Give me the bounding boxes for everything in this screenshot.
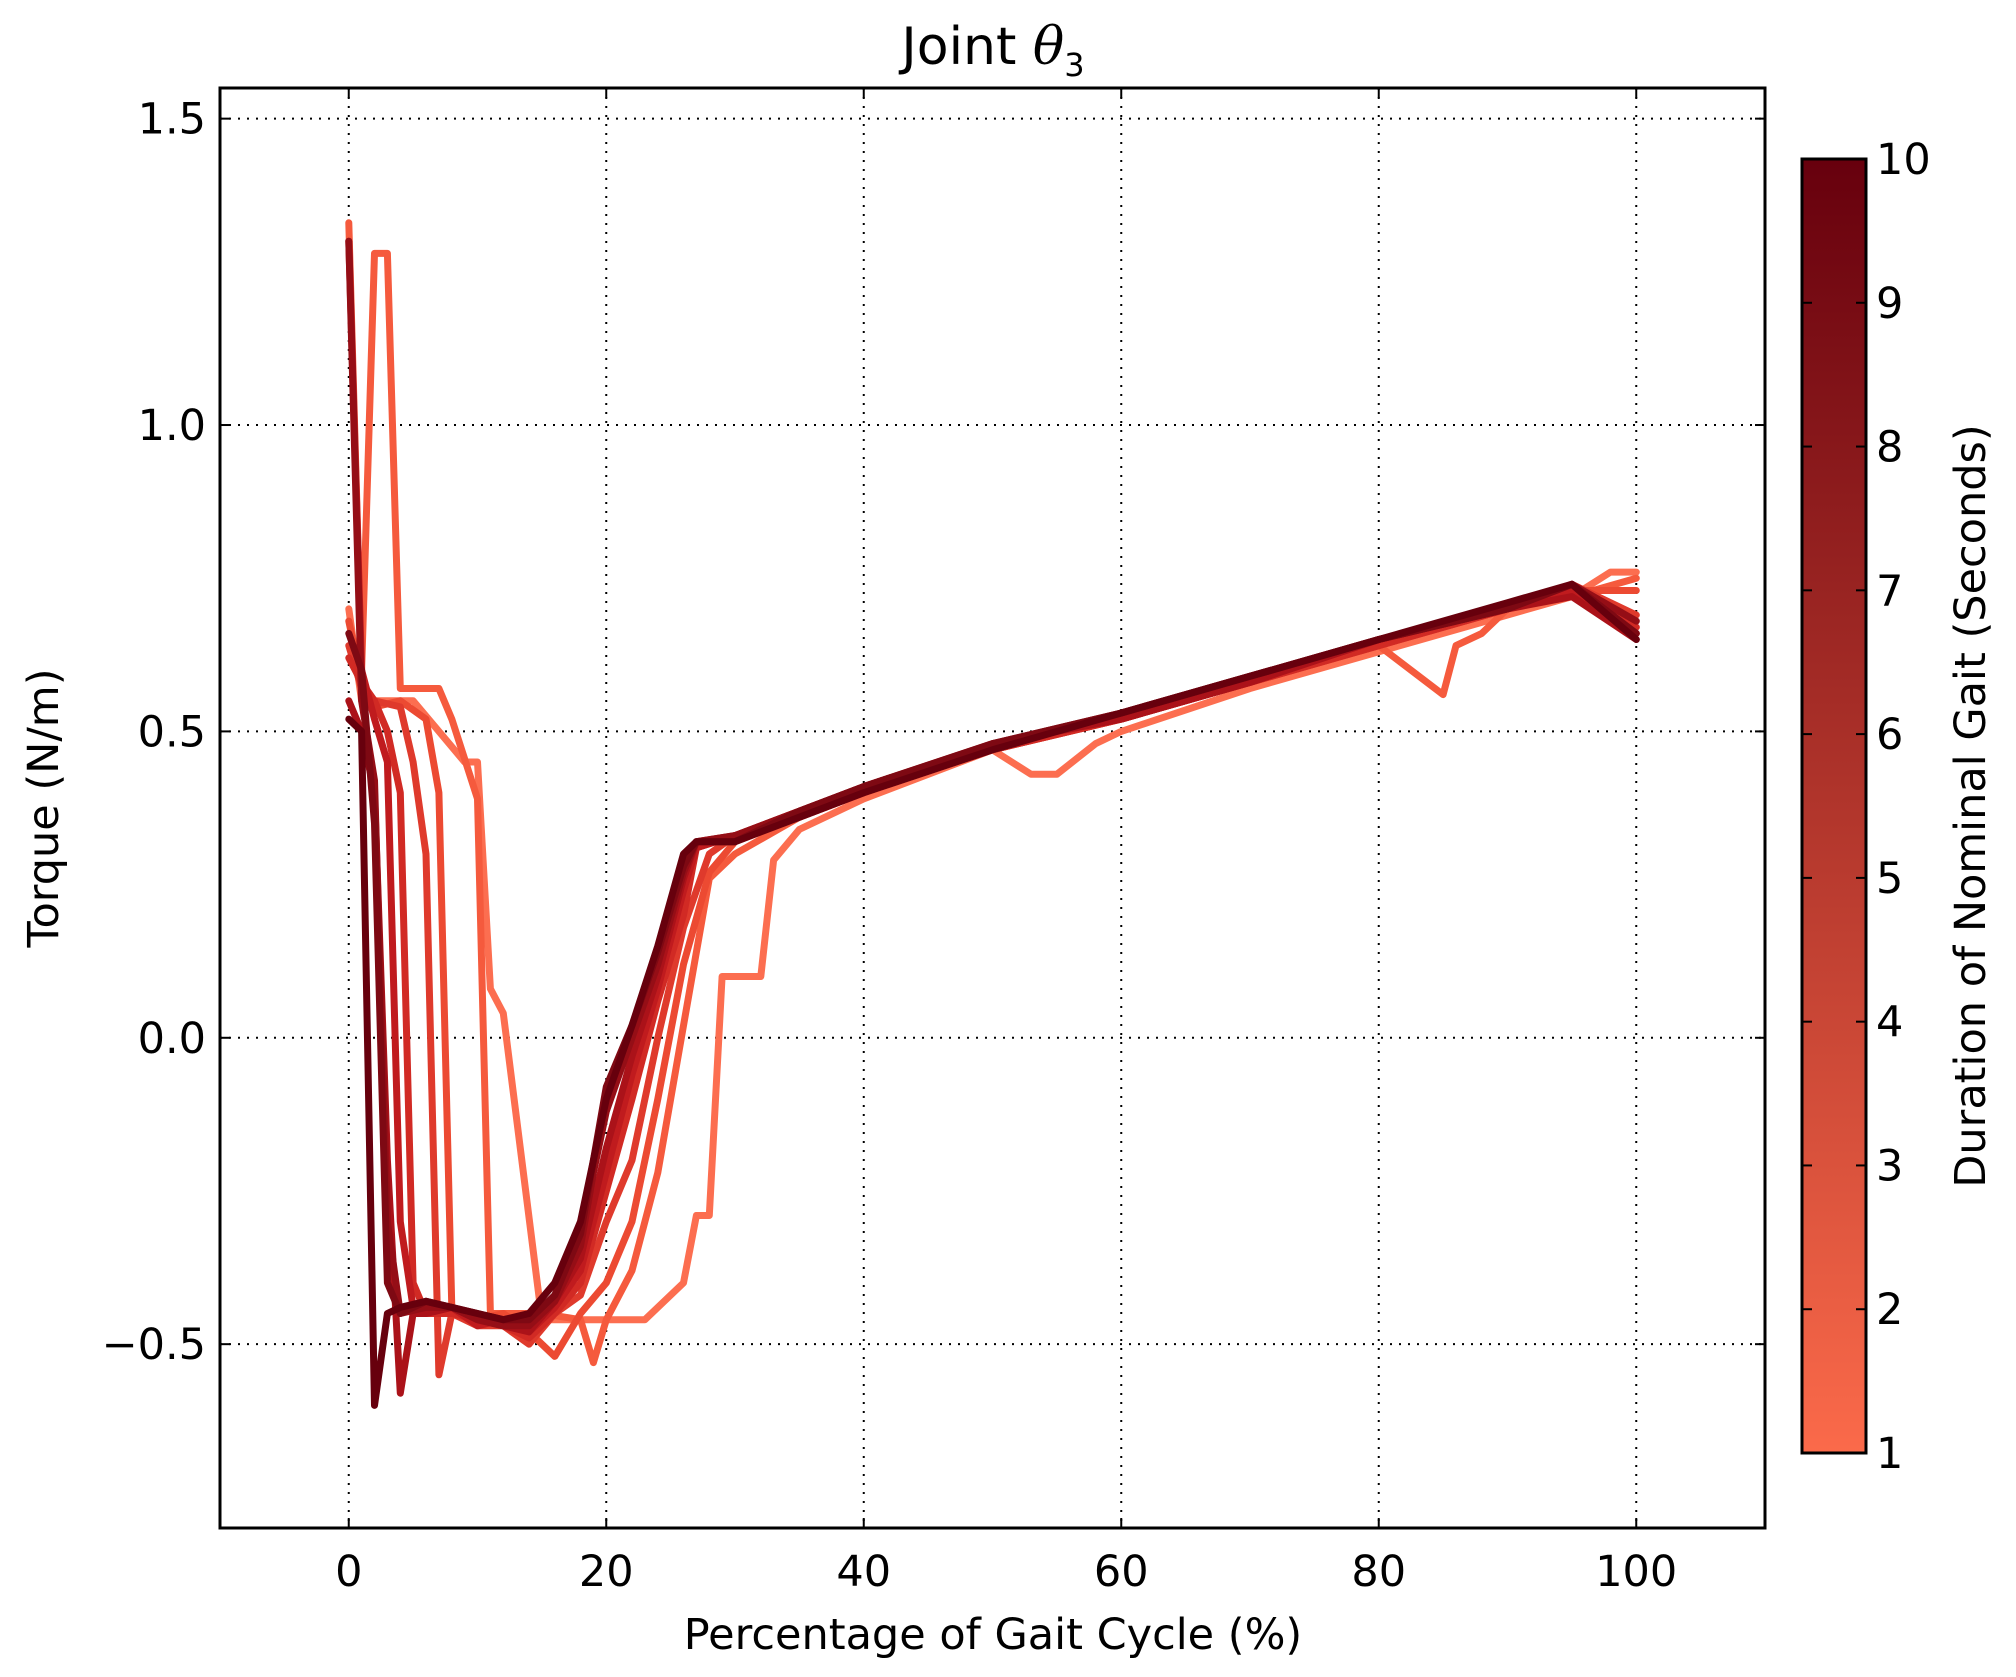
colorbar-ticks: 1 2 3 4 5 6 7 8 9 10	[1802, 135, 1931, 1479]
colorbar-tick-label: 5	[1876, 854, 1903, 904]
y-tick-label: 1.0	[138, 401, 206, 451]
x-axis-label: Percentage of Gait Cycle (%)	[684, 1610, 1302, 1660]
y-axis-ticks: 1.5 1.0 0.5 0.0 −0.5	[102, 95, 1765, 1370]
x-tick-label: 60	[1094, 1547, 1149, 1597]
x-tick-label: 80	[1351, 1547, 1406, 1597]
plot-frame	[218, 86, 1767, 1530]
y-tick-label: −0.5	[102, 1320, 206, 1370]
colorbar-tick-label: 4	[1876, 998, 1903, 1048]
y-axis-label: Torque (N/m)	[19, 669, 69, 949]
colorbar-tick-label: 2	[1876, 1285, 1903, 1335]
colorbar	[1800, 157, 1868, 1455]
grid-lines	[220, 88, 1765, 1528]
x-tick-label: 100	[1595, 1547, 1677, 1597]
colorbar-tick-label: 10	[1876, 135, 1931, 185]
series-line-8s	[345, 237, 1640, 1330]
colorbar-tick-label: 8	[1876, 423, 1903, 473]
series-line-10s	[345, 580, 1640, 1409]
series-line-3s	[345, 587, 1640, 1360]
chart-title-symbol: θ	[1033, 17, 1064, 77]
chart-title: Joint θ3	[898, 17, 1084, 84]
y-tick-label: 0.0	[138, 1014, 206, 1064]
colorbar-tick-label: 1	[1876, 1429, 1903, 1479]
x-tick-label: 40	[836, 1547, 891, 1597]
x-axis-ticks: 0 20 40 60 80 100	[335, 88, 1677, 1597]
y-tick-label: 1.5	[138, 95, 206, 145]
series-line-6s	[345, 237, 1640, 1336]
colorbar-tick-label: 6	[1876, 710, 1903, 760]
series-line-7s	[345, 593, 1640, 1397]
series-line-4s	[345, 580, 1640, 1379]
series-line-5s	[345, 587, 1640, 1342]
colorbar-tick-label: 7	[1876, 566, 1903, 616]
colorbar-label: Duration of Nominal Gait (Seconds)	[1946, 424, 1996, 1187]
colorbar-tick-label: 9	[1876, 279, 1903, 329]
series-group	[345, 219, 1640, 1409]
series-line-2s	[345, 219, 1640, 1367]
colorbar-tick-label: 3	[1876, 1141, 1903, 1191]
chart-title-subscript: 3	[1064, 46, 1084, 84]
x-tick-label: 0	[335, 1547, 362, 1597]
y-tick-label: 0.5	[138, 707, 206, 757]
x-tick-label: 20	[579, 1547, 634, 1597]
chart-title-prefix: Joint	[898, 17, 1032, 77]
